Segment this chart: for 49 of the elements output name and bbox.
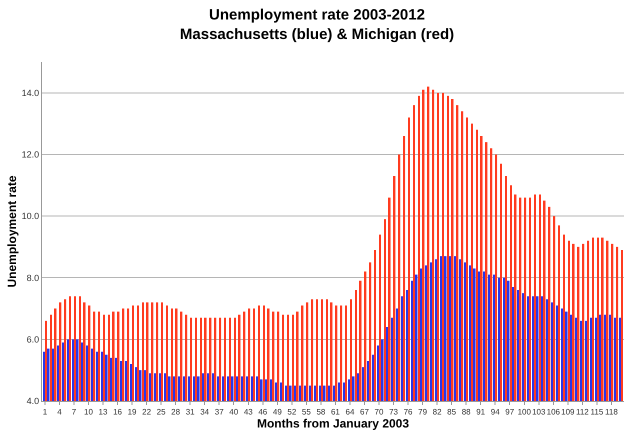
x-tick-label: 106 [546, 408, 561, 417]
x-tick-label: 61 [330, 408, 340, 417]
x-tick-label: 55 [302, 408, 312, 417]
x-tick-label: 82 [432, 408, 442, 417]
x-axis-title: Months from January 2003 [256, 416, 410, 431]
x-tick-label: 91 [476, 408, 486, 417]
x-tick-label: 109 [561, 408, 576, 417]
y-tick-label: 8.0 [26, 272, 40, 283]
x-tick-label: 97 [505, 408, 515, 417]
x-tick-label: 19 [128, 408, 138, 417]
chart-title: Unemployment rate 2003-2012 Massachusetts (blue) & Michigan (red) [180, 6, 454, 44]
x-tick-label: 94 [490, 408, 500, 417]
x-tick-label: 46 [258, 408, 268, 417]
x-tick-label: 52 [287, 408, 297, 417]
x-tick-label: 7 [72, 408, 77, 417]
x-tick-label: 40 [229, 408, 239, 417]
y-tick-label: 14.0 [22, 88, 40, 98]
y-tick-label: 10.0 [22, 211, 40, 222]
x-tick-label: 115 [590, 408, 604, 417]
x-tick-label: 76 [404, 408, 414, 417]
x-tick-label: 22 [142, 408, 152, 417]
x-tick-label: 103 [532, 408, 546, 417]
x-tick-label: 100 [518, 408, 532, 417]
x-tick-label: 67 [360, 408, 370, 417]
y-axis-title: Unemployment rate [4, 175, 19, 288]
y-tick-label: 6.0 [26, 334, 40, 345]
x-tick-label: 79 [418, 408, 428, 417]
x-tick-label: 85 [447, 408, 457, 417]
x-tick-label: 37 [214, 408, 224, 417]
x-tick-label: 28 [171, 408, 181, 417]
x-tick-label: 112 [576, 408, 590, 417]
x-tick-label: 49 [272, 408, 282, 417]
x-tick-label: 70 [374, 408, 384, 417]
x-tick-label: 13 [98, 408, 108, 417]
x-tick-label: 118 [605, 408, 618, 417]
y-tick-label: 4.0 [26, 396, 40, 406]
x-tick-label: 31 [186, 408, 196, 417]
y-tick-label: 12.0 [22, 150, 40, 160]
x-tick-label: 64 [345, 408, 355, 417]
x-tick-label: 73 [389, 408, 399, 417]
x-tick-label: 58 [316, 408, 326, 417]
x-tick-label: 10 [84, 408, 94, 417]
x-tick-label: 1 [42, 408, 48, 417]
x-tick-label: 88 [462, 408, 472, 417]
x-tick-label: 16 [113, 408, 123, 417]
x-tick-label: 4 [57, 408, 62, 417]
x-tick-label: 34 [200, 408, 210, 417]
x-tick-label: 25 [156, 408, 166, 417]
x-tick-label: 43 [244, 408, 254, 417]
